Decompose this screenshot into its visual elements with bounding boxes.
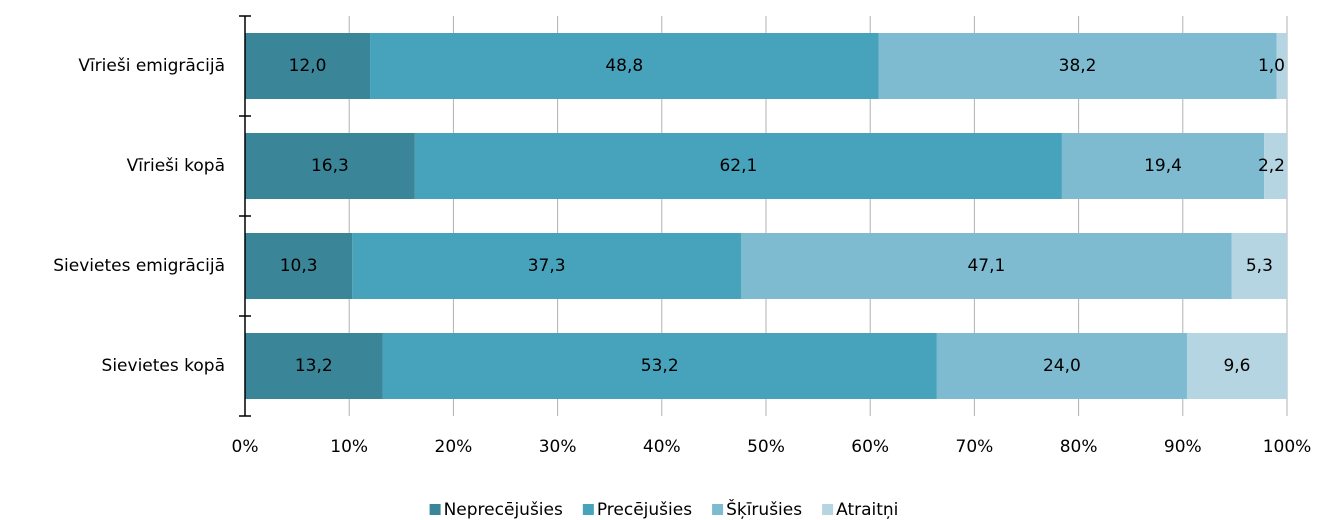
y-tick-label: Sievietes emigrācijā — [53, 256, 225, 276]
bar-segment — [936, 333, 1187, 399]
bar-segment — [245, 233, 353, 299]
legend-label: Atraitņi — [836, 500, 898, 520]
data-label: 47,1 — [967, 256, 1005, 276]
legend-swatch — [429, 504, 441, 515]
data-label: 37,3 — [528, 256, 566, 276]
bar-segment — [245, 33, 371, 99]
legend-label: Precējušies — [597, 500, 692, 520]
bar-segment — [245, 333, 383, 399]
x-tick-label: 50% — [747, 437, 785, 457]
bar-segment — [382, 333, 937, 399]
y-tick-label: Vīrieši emigrācijā — [78, 56, 225, 76]
data-label: 10,3 — [280, 256, 318, 276]
bar-segment — [370, 33, 879, 99]
data-label: 1,0 — [1258, 56, 1285, 76]
x-tick-label: 80% — [1060, 437, 1098, 457]
x-tick-label: 100% — [1263, 437, 1312, 457]
bar-segment — [352, 233, 741, 299]
bar-segment — [1231, 233, 1287, 299]
bar-segment — [245, 133, 415, 199]
x-tick-label: 70% — [956, 437, 994, 457]
legend-swatch — [582, 504, 594, 515]
x-tick-label: 20% — [435, 437, 473, 457]
data-label: 53,2 — [641, 356, 679, 376]
data-label: 5,3 — [1246, 256, 1273, 276]
x-tick-label: 0% — [232, 437, 259, 457]
data-label: 62,1 — [719, 156, 757, 176]
data-label: 16,3 — [311, 156, 349, 176]
data-label: 19,4 — [1144, 156, 1182, 176]
bar-segment — [414, 133, 1062, 199]
x-tick-label: 10% — [330, 437, 368, 457]
y-tick-label: Sievietes kopā — [102, 356, 225, 376]
data-label: 12,0 — [289, 56, 327, 76]
legend-label: Šķīrušies — [726, 498, 802, 520]
bar-segment — [1276, 33, 1287, 99]
bar-segment — [740, 233, 1232, 299]
legend-swatch — [712, 504, 724, 515]
data-label: 48,8 — [605, 56, 643, 76]
data-label: 2,2 — [1258, 156, 1285, 176]
legend-label: Neprecējušies — [444, 500, 563, 520]
x-tick-label: 40% — [643, 437, 681, 457]
data-label: 38,2 — [1059, 56, 1097, 76]
y-tick-label: Vīrieši kopā — [127, 156, 225, 176]
bar-segment — [1264, 133, 1287, 199]
data-label: 24,0 — [1043, 356, 1081, 376]
legend-swatch — [822, 504, 834, 515]
data-label: 9,6 — [1223, 356, 1250, 376]
x-tick-label: 60% — [851, 437, 889, 457]
bar-segment — [1186, 333, 1287, 399]
x-tick-label: 90% — [1164, 437, 1202, 457]
bar-segment — [1061, 133, 1265, 199]
bar-segment — [878, 33, 1277, 99]
data-label: 13,2 — [295, 356, 333, 376]
x-tick-label: 30% — [539, 437, 577, 457]
